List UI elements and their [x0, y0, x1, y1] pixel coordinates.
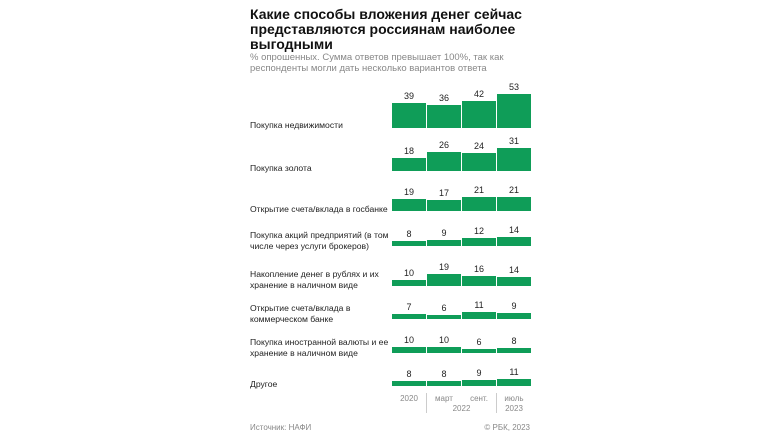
- bar: [392, 157, 426, 171]
- bar: [427, 315, 461, 319]
- bar: [392, 279, 426, 286]
- bar: [392, 346, 426, 353]
- chart-subtitle: % опрошенных. Сумма ответов превышает 10…: [250, 52, 504, 74]
- bar: [427, 200, 461, 211]
- bar-value-label: 53: [508, 82, 519, 92]
- copyright-note: © РБК, 2023: [484, 423, 530, 432]
- bar: [392, 380, 426, 386]
- bar: [497, 197, 531, 211]
- bar-value-label: 11: [509, 366, 519, 377]
- bar-value-label: 16: [473, 263, 484, 274]
- bar-value-label: 17: [438, 188, 449, 199]
- chart-title: Какие способы вложения денег сейчас пред…: [250, 6, 522, 52]
- bar: [462, 101, 496, 128]
- bar-value-label: 36: [438, 92, 449, 103]
- bar-value-label: 24: [473, 141, 484, 152]
- x-tick-label: 2020: [400, 394, 418, 403]
- category-label: Покупка золота: [250, 163, 312, 173]
- bar-value-label: 8: [511, 335, 517, 346]
- category-label: Другое: [250, 379, 278, 389]
- bar: [427, 273, 461, 286]
- x-tick-label: март: [435, 394, 453, 403]
- bar-value-label: 9: [511, 301, 517, 312]
- bar: [392, 198, 426, 211]
- bar-value-label: 8: [406, 228, 412, 239]
- bar: [497, 378, 531, 386]
- x-tick-year-label: 2023: [505, 404, 523, 413]
- category-label: Открытие счета/вклада в госбанке: [250, 204, 388, 214]
- bar-value-label: 8: [441, 368, 447, 379]
- bar: [497, 236, 531, 246]
- bar: [462, 349, 496, 353]
- bar-value-label: 21: [508, 185, 519, 196]
- bar-value-label: 18: [403, 145, 414, 156]
- category-label: Накопление денег в рублях и их хранение …: [250, 269, 379, 290]
- bar-value-label: 11: [474, 299, 484, 310]
- bar: [462, 380, 496, 386]
- bar-value-label: 6: [441, 303, 447, 313]
- bar-value-label: 12: [473, 226, 484, 237]
- bar-value-label: 10: [438, 334, 449, 345]
- axis-separator: [426, 393, 427, 413]
- x-group-year-label: 2022: [452, 404, 471, 413]
- bar: [427, 380, 461, 386]
- bar-value-label: 31: [508, 136, 519, 146]
- category-label: Покупка иностранной валюты и ее хранение…: [250, 337, 389, 358]
- bar: [462, 275, 496, 286]
- bar: [462, 197, 496, 211]
- category-label: Покупка недвижимости: [250, 120, 343, 130]
- category-label: Покупка акций предприятий (в том числе ч…: [250, 230, 389, 251]
- bar: [497, 347, 531, 353]
- bar: [497, 94, 531, 128]
- bar: [427, 151, 461, 171]
- bar-value-label: 21: [473, 185, 484, 196]
- category-label: Открытие счета/вклада в коммерческом бан…: [250, 303, 351, 324]
- bar: [427, 346, 461, 353]
- bar-value-label: 8: [406, 368, 412, 379]
- bar: [392, 240, 426, 246]
- bar: [462, 238, 496, 246]
- axis-separator: [496, 393, 497, 413]
- bar-value-label: 9: [441, 228, 447, 239]
- bar-value-label: 9: [476, 368, 482, 379]
- bar-value-label: 42: [473, 89, 484, 100]
- bar: [427, 104, 461, 128]
- bar-value-label: 19: [403, 186, 414, 197]
- bar: [497, 148, 531, 171]
- bar-value-label: 26: [438, 139, 449, 150]
- bar: [427, 240, 461, 246]
- bar: [392, 314, 426, 319]
- bar: [497, 313, 531, 319]
- bar-value-label: 6: [476, 337, 482, 347]
- bar: [462, 311, 496, 319]
- bar-value-label: 10: [403, 267, 414, 278]
- bar: [462, 153, 496, 171]
- bar-value-label: 10: [403, 334, 414, 345]
- bar-value-label: 14: [508, 224, 519, 235]
- bar-value-label: 19: [438, 261, 449, 272]
- bar-value-label: 39: [403, 90, 414, 101]
- x-tick-label: июль: [504, 394, 524, 403]
- bar: [497, 276, 531, 286]
- x-tick-label: сент.: [470, 394, 488, 403]
- bar-value-label: 7: [406, 302, 412, 313]
- source-note: Источник: НАФИ: [250, 423, 312, 432]
- bar: [392, 102, 426, 128]
- bar-value-label: 14: [508, 264, 519, 275]
